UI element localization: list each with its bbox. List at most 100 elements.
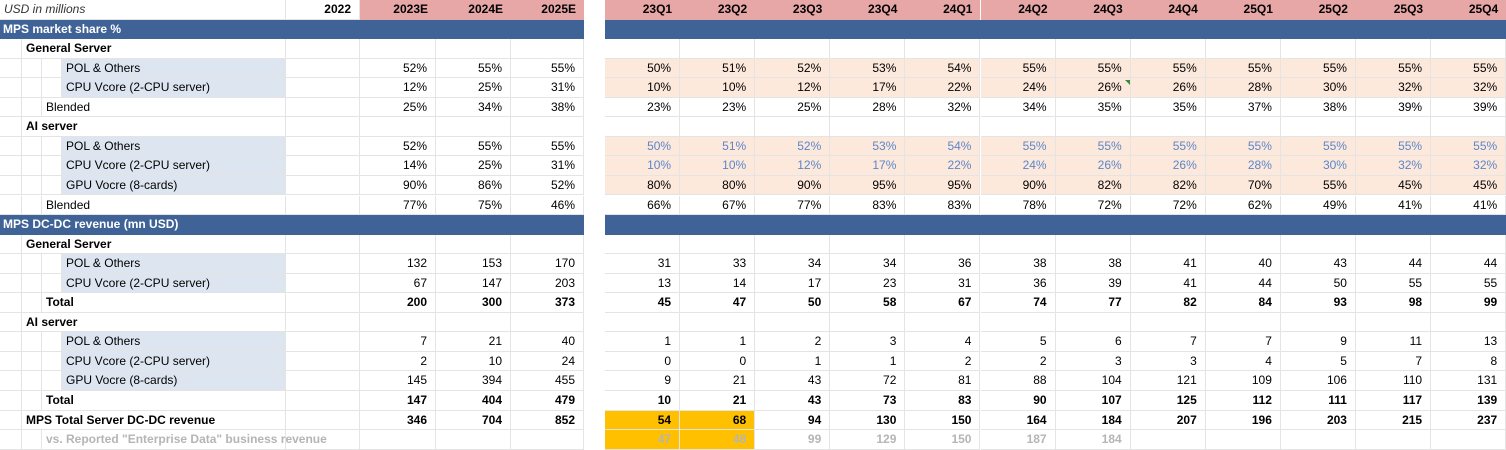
value-cell[interactable]: 77% bbox=[755, 195, 831, 215]
value-cell[interactable] bbox=[1356, 430, 1432, 450]
value-cell[interactable]: 21 bbox=[436, 332, 511, 352]
value-cell[interactable] bbox=[1356, 117, 1432, 137]
empty-cell[interactable] bbox=[511, 39, 584, 59]
value-cell[interactable] bbox=[905, 312, 981, 333]
value-cell[interactable]: 36 bbox=[905, 254, 981, 274]
value-cell[interactable]: 14% bbox=[360, 156, 436, 176]
row-label[interactable]: GPU Vocre (8-cards) bbox=[62, 175, 286, 196]
value-cell[interactable]: 55% bbox=[980, 58, 1056, 79]
value-cell-2022[interactable] bbox=[286, 195, 360, 215]
value-cell[interactable]: 145 bbox=[360, 371, 436, 391]
value-cell[interactable] bbox=[980, 234, 1056, 255]
value-cell[interactable]: 373 bbox=[511, 293, 584, 313]
value-cell[interactable]: 55% bbox=[1280, 58, 1356, 79]
value-cell[interactable]: 50 bbox=[755, 293, 831, 313]
value-cell[interactable]: 34 bbox=[755, 254, 831, 274]
value-cell[interactable]: 23% bbox=[605, 97, 681, 118]
value-cell[interactable] bbox=[1280, 39, 1356, 59]
value-cell[interactable] bbox=[1431, 312, 1506, 333]
value-cell[interactable]: 24% bbox=[980, 78, 1056, 98]
value-cell[interactable]: 55% bbox=[1055, 58, 1131, 79]
value-cell[interactable]: 98 bbox=[1356, 293, 1432, 313]
value-cell[interactable]: 81 bbox=[905, 371, 981, 391]
value-cell[interactable]: 78% bbox=[980, 195, 1056, 215]
value-cell[interactable]: 55% bbox=[1205, 136, 1281, 157]
value-cell[interactable]: 2 bbox=[755, 332, 831, 352]
value-cell[interactable]: 12% bbox=[755, 78, 831, 98]
value-cell[interactable] bbox=[511, 430, 584, 450]
header-24q1[interactable]: 24Q1 bbox=[905, 0, 981, 20]
value-cell[interactable]: 50% bbox=[605, 136, 681, 157]
value-cell-2022[interactable] bbox=[286, 293, 360, 313]
value-cell[interactable]: 55% bbox=[980, 136, 1056, 157]
row-label[interactable]: General Server bbox=[22, 234, 286, 255]
value-cell[interactable]: 55% bbox=[1205, 58, 1281, 79]
value-cell[interactable]: 41% bbox=[1431, 195, 1506, 215]
value-cell[interactable] bbox=[1431, 234, 1506, 255]
value-cell[interactable]: 32% bbox=[1356, 78, 1432, 98]
value-cell[interactable]: 83 bbox=[905, 391, 981, 411]
value-cell[interactable]: 80% bbox=[605, 175, 681, 196]
value-cell[interactable] bbox=[1280, 430, 1356, 450]
value-cell[interactable] bbox=[436, 430, 511, 450]
value-cell[interactable]: 132 bbox=[360, 254, 436, 274]
value-cell[interactable]: 852 bbox=[511, 410, 584, 431]
value-cell[interactable]: 55 bbox=[1431, 273, 1506, 294]
value-cell[interactable]: 24% bbox=[980, 156, 1056, 176]
value-cell[interactable] bbox=[830, 117, 906, 137]
value-cell[interactable]: 40 bbox=[511, 332, 584, 352]
header-25q1[interactable]: 25Q1 bbox=[1205, 0, 1281, 20]
value-cell[interactable]: 52% bbox=[755, 58, 831, 79]
value-cell[interactable] bbox=[755, 117, 831, 137]
value-cell[interactable]: 94 bbox=[755, 410, 831, 431]
value-cell[interactable] bbox=[1055, 39, 1131, 59]
value-cell[interactable]: 21 bbox=[680, 391, 756, 411]
value-cell[interactable]: 54% bbox=[905, 58, 981, 79]
value-cell[interactable]: 104 bbox=[1055, 371, 1131, 391]
header-2023e[interactable]: 2023E bbox=[360, 0, 436, 20]
value-cell[interactable]: 7 bbox=[1205, 332, 1281, 352]
value-cell[interactable]: 55% bbox=[1130, 58, 1206, 79]
value-cell[interactable]: 38% bbox=[511, 97, 584, 118]
value-cell[interactable]: 22% bbox=[905, 78, 981, 98]
section-title[interactable]: MPS DC-DC revenue (mn USD) bbox=[3, 217, 179, 232]
value-cell-2022[interactable] bbox=[286, 136, 360, 157]
value-cell-2022[interactable] bbox=[286, 58, 360, 79]
header-25q4[interactable]: 25Q4 bbox=[1431, 0, 1506, 20]
row-label[interactable]: POL & Others bbox=[62, 254, 286, 274]
value-cell[interactable]: 47 bbox=[680, 293, 756, 313]
value-cell[interactable]: 32% bbox=[1356, 156, 1432, 176]
value-cell[interactable]: 73 bbox=[830, 391, 906, 411]
value-cell[interactable]: 24 bbox=[511, 351, 584, 372]
value-cell[interactable]: 9 bbox=[1280, 332, 1356, 352]
value-cell[interactable]: 109 bbox=[1205, 371, 1281, 391]
value-cell[interactable]: 34% bbox=[980, 97, 1056, 118]
value-cell[interactable]: 55% bbox=[511, 136, 584, 157]
value-cell[interactable] bbox=[1205, 312, 1281, 333]
value-cell[interactable]: 26% bbox=[1055, 156, 1131, 176]
value-cell[interactable]: 55% bbox=[1431, 136, 1506, 157]
row-label[interactable]: Total bbox=[42, 293, 286, 313]
value-cell[interactable]: 25% bbox=[360, 97, 436, 118]
value-cell-2022[interactable] bbox=[286, 254, 360, 274]
value-cell[interactable]: 99 bbox=[1431, 293, 1506, 313]
value-cell[interactable]: 0 bbox=[605, 351, 681, 372]
value-cell[interactable]: 1 bbox=[680, 332, 756, 352]
row-label[interactable]: General Server bbox=[22, 39, 286, 59]
value-cell[interactable]: 28% bbox=[830, 97, 906, 118]
value-cell[interactable]: 10 bbox=[605, 391, 681, 411]
row-label[interactable]: AI server bbox=[22, 117, 286, 137]
empty-cell[interactable] bbox=[511, 234, 584, 255]
value-cell[interactable] bbox=[605, 312, 681, 333]
empty-cell[interactable] bbox=[511, 117, 584, 137]
header-2024e[interactable]: 2024E bbox=[436, 0, 511, 20]
empty-cell[interactable] bbox=[286, 117, 360, 137]
value-cell[interactable]: 25% bbox=[436, 156, 511, 176]
value-cell[interactable] bbox=[1431, 39, 1506, 59]
value-cell[interactable]: 54 bbox=[605, 410, 681, 431]
value-cell[interactable]: 17% bbox=[830, 78, 906, 98]
row-label[interactable]: AI server bbox=[22, 312, 286, 333]
value-cell[interactable]: 90% bbox=[755, 175, 831, 196]
value-cell[interactable]: 52% bbox=[755, 136, 831, 157]
value-cell[interactable]: 58 bbox=[830, 293, 906, 313]
